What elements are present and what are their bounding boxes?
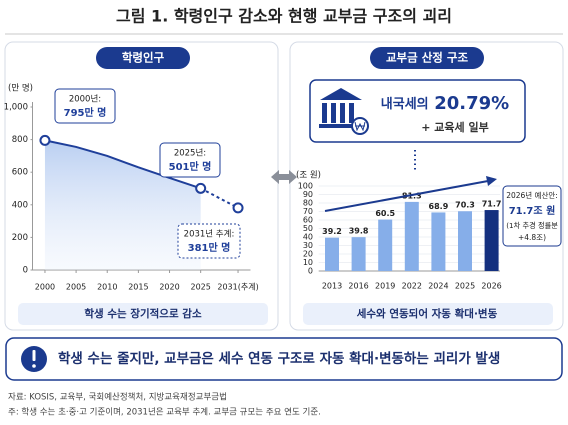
x-tick-label: 2010 [97,283,117,292]
annotation-box [502,185,562,247]
y-tick-label: 200 [12,233,28,243]
alert-icon [32,364,36,368]
panel-title: 교부금 산정 구조 [386,51,468,65]
point [195,182,207,194]
trend-arrow-head [486,176,497,186]
x-tick-label: 2031(추계) [217,282,258,292]
annotation: 2025년: [174,148,206,159]
point [39,134,51,146]
caption: 학생 수는 장기적으로 감소 [84,307,202,320]
caption-box [18,303,268,325]
y-tick-label: 0 [23,266,28,276]
x-tick-label: 2015 [128,283,148,292]
x-tick-label: 2005 [66,283,86,292]
formula-main: 내국세의 20.79% [381,93,509,114]
caption: 세수와 연동되어 자동 확대·변동 [357,307,498,320]
line [44,139,201,190]
annotation: (1차 추경 정률분 [506,221,558,230]
page-title: 그림 1. 학령인구 감소와 현행 교부금 구조의 괴리 [116,7,452,26]
y-tick-label: 50 [303,224,313,233]
bar [458,211,472,271]
x-tick-label: 2026 [481,282,501,291]
callout-box [177,223,241,259]
data-label: 60.5 [375,209,395,218]
annotation: 2026년 예산안: [506,190,558,200]
panel-header [370,47,484,69]
panel-title: 학령인구 [122,51,165,65]
point [232,202,244,214]
bar [351,237,366,271]
y-tick-label: 20 [303,250,313,259]
y-tick-label: 40 [303,233,313,242]
bar [325,237,339,271]
callout-box [54,88,116,124]
y-tick-label: 0 [308,267,313,276]
callout-box [159,142,221,178]
x-tick-label: 2025 [190,283,210,292]
y-unit: (만 명) [8,83,33,94]
x-tick-label: 2024 [428,282,448,291]
data-label: 71.7 [482,200,502,209]
y-tick-label: 100 [298,182,313,191]
x-tick-label: 2016 [348,282,368,291]
data-label: 39.2 [322,227,342,236]
data-label: 795만 명 [64,106,107,119]
callout-text: 학생 수는 줄지만, 교부금은 세수 연동 구조로 자동 확대·변동하는 괴리가… [58,350,500,367]
bar [431,212,446,271]
y-tick-label: 400 [12,200,28,210]
line [200,187,239,209]
data-label: 39.8 [349,227,369,236]
y-tick-label: 600 [12,168,28,178]
formula-rate: 20.79% [434,93,509,114]
y-tick-label: 10 [303,258,313,267]
data-label: 381만 명 [188,241,231,254]
bank-icon [319,88,369,135]
area [44,140,201,270]
annotation: +4.8조) [518,233,546,242]
bar [484,210,499,271]
compare-arrow [271,170,297,184]
panel-header [96,47,190,69]
annotation: 71.7조 원 [509,204,556,217]
x-tick-label: 2022 [402,282,422,291]
source-note: 자료: KOSIS, 교육부, 국회예산정책처, 지방교육재정교부금법 [8,392,227,403]
data-label: 501만 명 [169,160,212,173]
formula-base: 내국세의 [381,96,429,112]
y-tick-label: 60 [303,216,313,225]
x-tick-label: 2013 [322,282,342,291]
y-unit: (조 원) [296,171,321,181]
y-tick-label: 800 [12,135,28,145]
annotation: 2000년: [69,94,101,105]
y-tick-label: 70 [303,207,313,216]
caption-box [303,303,553,325]
x-tick-label: 2025 [455,282,475,291]
formula-extra: + 교육세 일부 [421,120,488,134]
x-tick-label: 2020 [159,283,179,292]
x-tick-label: 2019 [375,282,395,291]
trend-arrow [324,180,489,212]
alert-icon [32,350,36,361]
footnote: 주: 학생 수는 초·중·고 기준이며, 2031년은 교육부 추계. 교부금 … [8,407,321,418]
y-tick-label: 80 [303,199,313,208]
y-tick-label: 1,000 [4,103,28,113]
data-label: 70.3 [455,201,475,210]
x-tick-label: 2000 [35,283,55,292]
data-label: 68.9 [429,202,449,211]
callout-box [5,337,563,381]
bar [378,219,393,271]
y-tick-label: 90 [303,190,313,199]
bar [404,201,419,271]
y-tick-label: 30 [303,241,313,250]
annotation: 2031년 추계: [184,229,235,240]
